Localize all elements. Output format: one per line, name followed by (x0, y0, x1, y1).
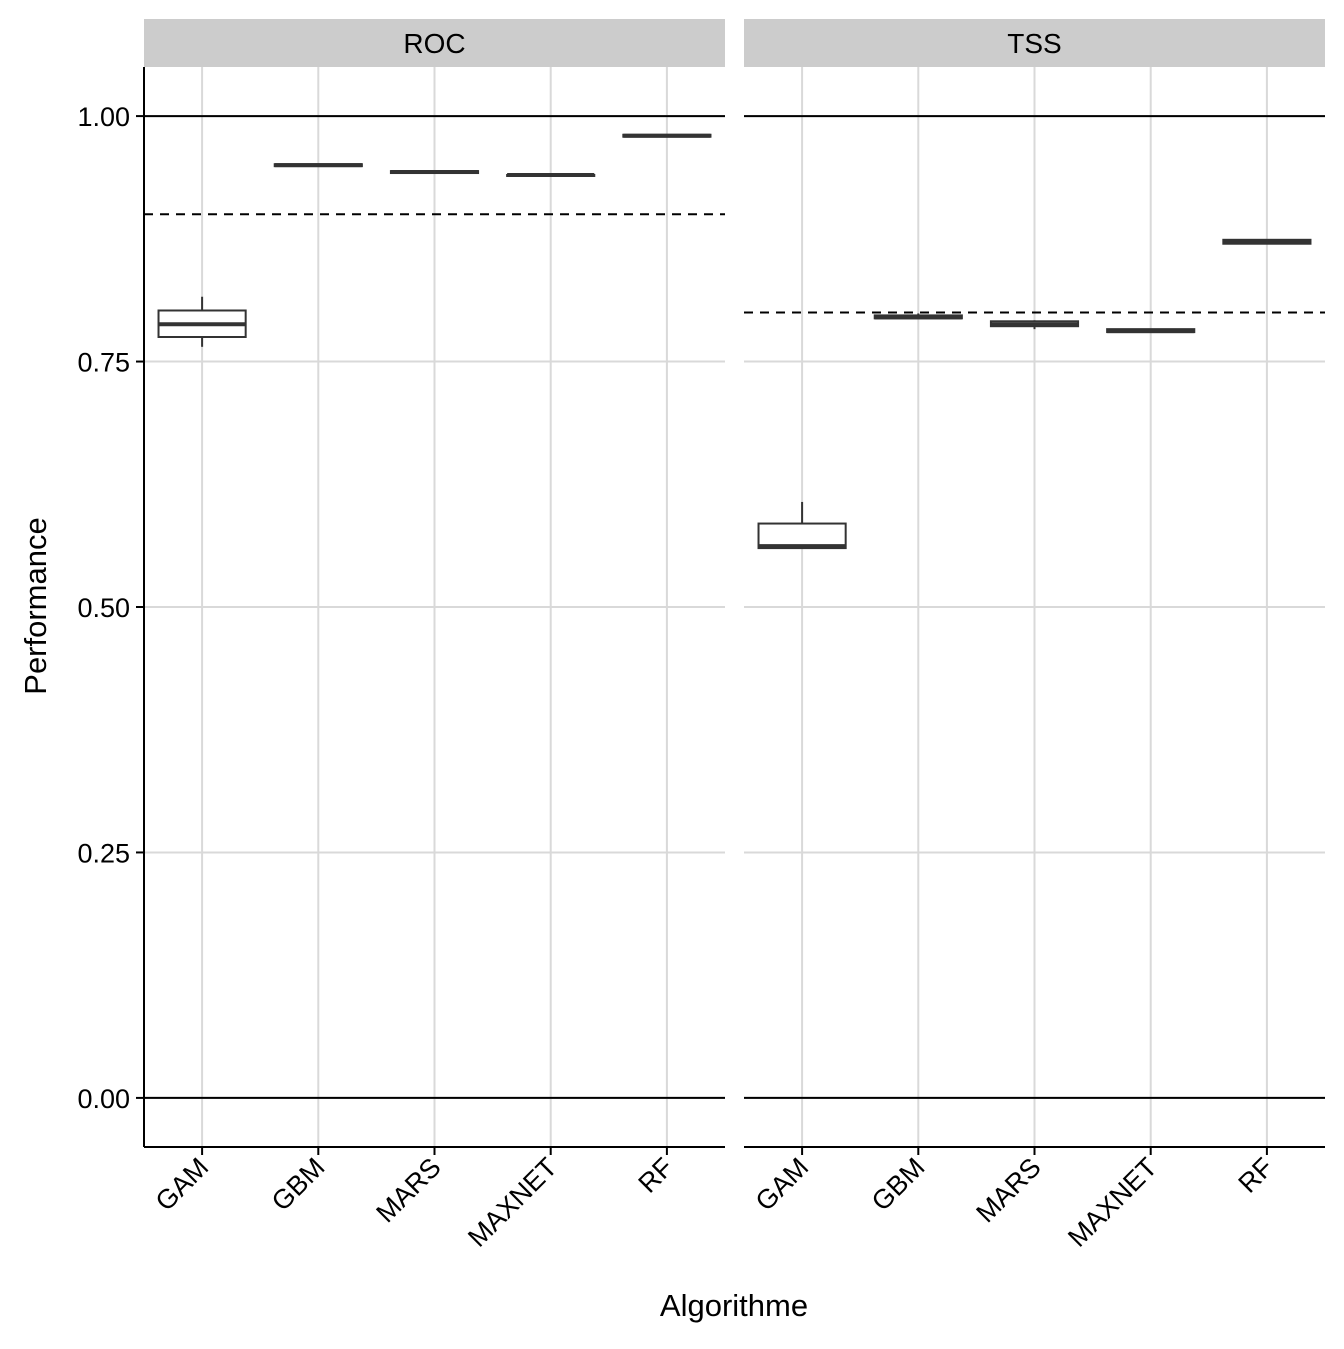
y-tick-label: 0.25 (77, 838, 130, 868)
x-tick-label: MAXNET (462, 1152, 563, 1253)
x-tick-label: MARS (370, 1152, 446, 1228)
box-gam (757, 501, 847, 550)
box-rf (622, 133, 712, 138)
x-tick-label: GAM (750, 1152, 815, 1217)
box-mars (989, 320, 1080, 330)
x-tick-label: GBM (866, 1152, 931, 1217)
y-tick-label: 0.50 (77, 593, 130, 623)
facet-strip (744, 19, 1325, 67)
box-iqr (757, 522, 847, 550)
x-axis-title: Algorithme (660, 1288, 808, 1323)
box-gam (157, 296, 247, 347)
y-axis-title: Performance (18, 517, 53, 694)
x-tick-label: RF (1232, 1152, 1279, 1199)
y-tick-label: 0.00 (77, 1084, 130, 1114)
facet-panel-tss: TSS GAM GBM MARS MAXNET RF (744, 19, 1325, 1253)
x-tick-label: GBM (266, 1152, 331, 1217)
x-tick-label: GAM (150, 1152, 215, 1217)
box-maxnet (1106, 328, 1196, 334)
box-gbm (273, 163, 363, 168)
x-tick-label: MAXNET (1062, 1152, 1163, 1253)
facet-strip (144, 19, 725, 67)
facet-strip-label: TSS (1007, 28, 1061, 59)
y-tick-label: 1.00 (77, 102, 130, 132)
x-tick-label: RF (632, 1152, 679, 1199)
box-maxnet (506, 173, 596, 177)
x-tick-label: MARS (970, 1152, 1046, 1228)
box-mars (389, 170, 480, 175)
facet-panel-roc: ROC 0.00 0.25 0.50 0.75 1.00 GAM GBM MARS MAXNET R… (77, 19, 725, 1253)
facet-strip-label: ROC (403, 28, 465, 59)
box-rf (1222, 238, 1312, 245)
box-gbm (873, 313, 963, 320)
y-tick-label: 0.75 (77, 348, 130, 378)
